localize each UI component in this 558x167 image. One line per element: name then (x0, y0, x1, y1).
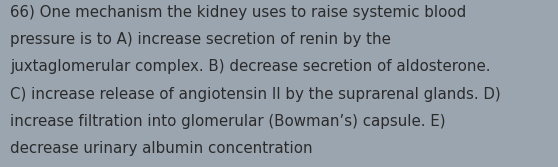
Text: increase filtration into glomerular (Bowman’s) capsule. E): increase filtration into glomerular (Bow… (10, 114, 446, 129)
Text: 66) One mechanism the kidney uses to raise systemic blood: 66) One mechanism the kidney uses to rai… (10, 5, 466, 20)
Text: pressure is to A) increase secretion of renin by the: pressure is to A) increase secretion of … (10, 32, 391, 47)
Text: juxtaglomerular complex. B) decrease secretion of aldosterone.: juxtaglomerular complex. B) decrease sec… (10, 59, 490, 74)
Text: C) increase release of angiotensin II by the suprarenal glands. D): C) increase release of angiotensin II by… (10, 87, 501, 102)
Text: decrease urinary albumin concentration: decrease urinary albumin concentration (10, 141, 312, 156)
